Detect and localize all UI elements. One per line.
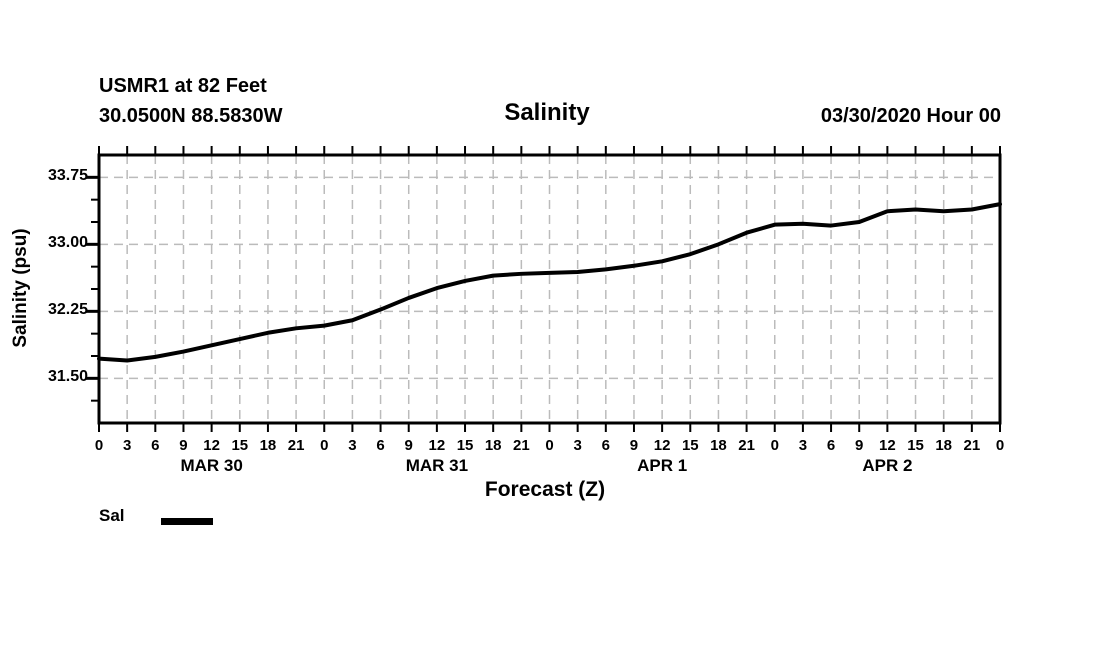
x-tick-label: 9 <box>404 437 413 454</box>
x-tick-label: 0 <box>995 437 1005 454</box>
x-tick-label: 18 <box>710 437 727 454</box>
x-tick-label: 9 <box>855 437 864 454</box>
x-tick-label: 12 <box>653 437 671 454</box>
y-tick-label: 31.50 <box>47 368 88 386</box>
x-tick-label: 6 <box>376 437 385 454</box>
x-tick-label: 3 <box>573 437 582 454</box>
x-tick-label: 21 <box>963 437 981 454</box>
x-tick-label: 6 <box>826 437 836 454</box>
day-label: APR 2 <box>862 456 913 475</box>
x-tick-label: 0 <box>545 437 554 454</box>
x-tick-label: 18 <box>484 437 502 454</box>
x-tick-label: 3 <box>122 437 132 454</box>
x-tick-label: 18 <box>935 437 953 454</box>
y-tick-label: 33.00 <box>47 234 88 252</box>
x-tick-label: 0 <box>320 437 329 454</box>
x-axis-label: Forecast (Z) <box>484 478 606 501</box>
x-tick-label: 15 <box>231 437 249 454</box>
x-tick-label: 0 <box>94 437 104 454</box>
x-tick-label: 6 <box>151 437 160 454</box>
plot-border <box>97 153 1002 425</box>
station-coordinates-line: 30.0500N 88.5830W <box>99 105 283 127</box>
x-tick-label: 18 <box>259 437 277 454</box>
y-tick-label: 33.75 <box>47 167 88 185</box>
x-tick-label: 12 <box>203 437 220 454</box>
x-tick-label: 21 <box>287 437 305 454</box>
x-tick-label: 9 <box>179 437 188 454</box>
legend-line-swatch <box>161 518 213 525</box>
salinity-curve <box>97 202 1002 363</box>
y-tick-label: 32.25 <box>47 301 88 319</box>
x-tick-label: 12 <box>428 437 446 454</box>
station-id-line: USMR1 at 82 Feet <box>99 75 267 97</box>
x-tick-label: 15 <box>456 437 474 454</box>
x-tick-label: 12 <box>879 437 896 454</box>
x-tick-label: 21 <box>738 437 755 454</box>
x-tick-label: 6 <box>601 437 610 454</box>
legend-series-label: Sal <box>99 506 125 525</box>
x-tick-label: 3 <box>798 437 808 454</box>
forecast-run-datetime: 03/30/2020 Hour 00 <box>820 105 1001 127</box>
x-tick-label: 0 <box>770 437 779 454</box>
day-label: MAR 30 <box>180 456 243 475</box>
x-tick-label: 21 <box>513 437 530 454</box>
x-tick-label: 3 <box>348 437 357 454</box>
x-tick-label: 15 <box>907 437 924 454</box>
x-tick-label: 9 <box>629 437 639 454</box>
x-tick-label: 15 <box>681 437 699 454</box>
day-label: MAR 31 <box>405 456 469 475</box>
day-label: APR 1 <box>637 456 688 475</box>
chart-title: Salinity <box>504 99 590 126</box>
